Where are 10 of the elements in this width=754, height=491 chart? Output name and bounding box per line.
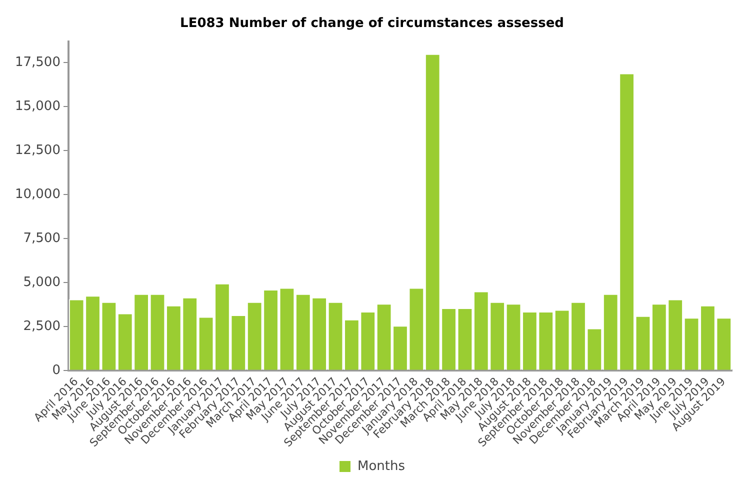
y-tick-label: 12,500 xyxy=(14,142,60,158)
chart-title: LE083 Number of change of circumstances assessed xyxy=(180,16,564,32)
y-tick-label: 7,500 xyxy=(23,230,60,246)
y-tick-label: 2,500 xyxy=(23,318,60,334)
y-tick-label: 15,000 xyxy=(14,99,60,114)
legend-label: Months xyxy=(357,458,406,474)
y-tick-label: 17,500 xyxy=(14,55,60,70)
y-tick-label: 0 xyxy=(52,362,60,378)
y-tick-label: 10,000 xyxy=(14,186,60,202)
y-tick-label: 5,000 xyxy=(23,274,60,290)
